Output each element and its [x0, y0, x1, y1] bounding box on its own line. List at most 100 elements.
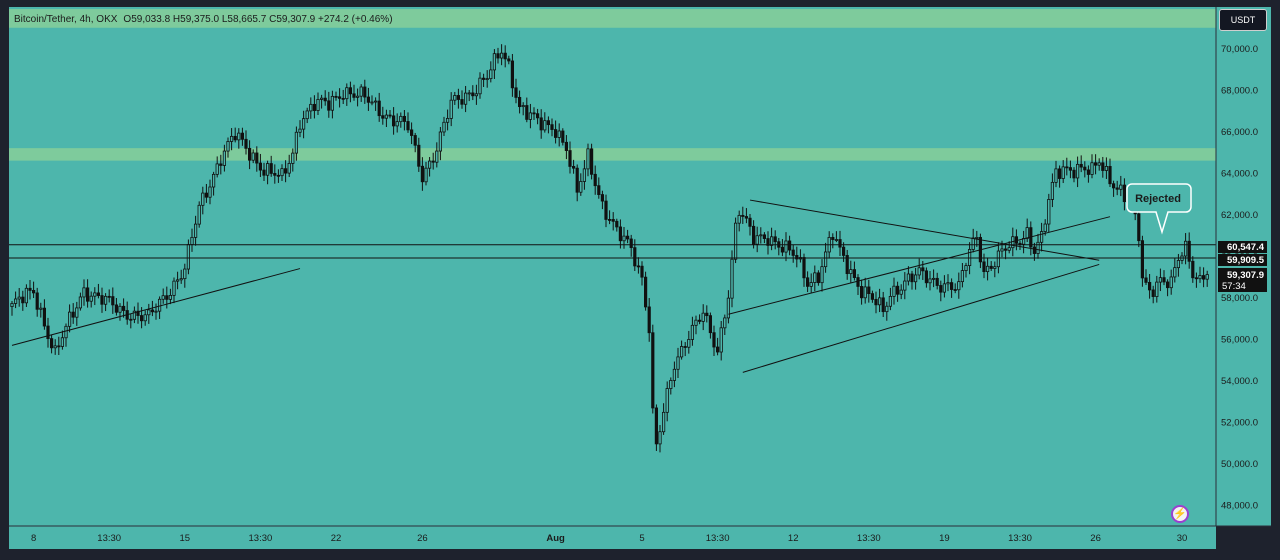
- currency-button[interactable]: USDT: [1219, 9, 1267, 31]
- price-axis[interactable]: [1216, 7, 1271, 526]
- price-tag-upper: 60,547.4: [1218, 241, 1267, 253]
- trendline-3[interactable]: [749, 199, 1100, 261]
- candle: [640, 261, 644, 286]
- candle: [13, 291, 18, 309]
- candle: [651, 324, 655, 414]
- chart-header: Bitcoin/Tether, 4h, OKX O59,033.8 H59,375…: [14, 14, 393, 25]
- candle: [147, 303, 151, 324]
- candle: [834, 231, 839, 243]
- candle: [795, 246, 799, 268]
- candle: [172, 277, 176, 304]
- candle: [604, 194, 608, 228]
- candle: [453, 91, 457, 105]
- trendline-1[interactable]: [728, 216, 1111, 315]
- candle: [301, 110, 306, 139]
- candle: [741, 206, 745, 224]
- candle: [676, 347, 680, 378]
- candle: [802, 253, 806, 287]
- rejected-callout[interactable]: Rejected: [1126, 183, 1192, 235]
- candle: [193, 215, 198, 246]
- candle: [942, 275, 947, 298]
- candle: [283, 160, 288, 183]
- candle: [363, 79, 367, 104]
- candle: [143, 310, 147, 326]
- candle: [752, 220, 756, 249]
- candle: [86, 279, 90, 308]
- candle: [21, 290, 25, 311]
- price-axis-label: 50,000.0: [1221, 459, 1258, 470]
- candle: [93, 287, 97, 306]
- candle: [337, 88, 342, 108]
- candle: [539, 109, 543, 139]
- candle: [856, 274, 860, 296]
- candle: [381, 106, 385, 125]
- candle: [1058, 165, 1062, 188]
- candle: [442, 116, 446, 137]
- candle: [863, 277, 867, 304]
- candle: [957, 272, 961, 299]
- candle: [1079, 155, 1083, 173]
- price-axis-label: 58,000.0: [1221, 293, 1258, 304]
- candle: [355, 88, 360, 107]
- last-price-tag: 59,307.9 57:34: [1218, 268, 1267, 292]
- candle: [1194, 272, 1198, 288]
- candle: [474, 84, 479, 105]
- candle: [672, 361, 677, 388]
- candle: [860, 279, 864, 305]
- time-axis-label: 12: [788, 533, 799, 544]
- candle: [1108, 158, 1112, 188]
- candle: [377, 92, 381, 122]
- candle: [438, 127, 443, 161]
- candle: [71, 303, 75, 324]
- candle: [481, 73, 486, 87]
- candle: [492, 49, 497, 79]
- candle: [467, 89, 471, 102]
- candle: [42, 299, 47, 330]
- trendline-0[interactable]: [11, 268, 301, 346]
- candle: [24, 284, 29, 307]
- candle: [399, 112, 403, 128]
- candle: [759, 227, 763, 244]
- candle: [445, 109, 450, 131]
- candle: [762, 232, 767, 244]
- time-axis-label: 19: [939, 533, 950, 544]
- candle: [849, 260, 853, 283]
- plot-area[interactable]: [9, 7, 1216, 526]
- resistance-zone-0: [9, 9, 1271, 28]
- candle: [550, 118, 554, 137]
- candle: [161, 288, 165, 304]
- candle: [564, 135, 569, 160]
- candle: [373, 97, 378, 111]
- price-axis-label: 56,000.0: [1221, 335, 1258, 346]
- candle: [226, 137, 230, 158]
- candle: [46, 317, 50, 348]
- candle: [1166, 279, 1170, 297]
- resistance-zone-1: [9, 148, 1271, 161]
- candle: [496, 47, 500, 64]
- candle: [219, 154, 223, 175]
- candle: [935, 272, 939, 290]
- candle: [708, 312, 713, 339]
- candle: [312, 95, 317, 119]
- candle: [53, 339, 57, 355]
- candle: [1097, 158, 1101, 171]
- lightning-icon[interactable]: ⚡: [1171, 505, 1189, 523]
- candle: [546, 116, 551, 134]
- candle: [456, 88, 461, 109]
- candle: [665, 381, 669, 422]
- candle: [611, 212, 615, 231]
- candle: [273, 164, 277, 184]
- candle: [265, 160, 270, 185]
- time-axis-label: 15: [180, 533, 191, 544]
- candle: [629, 234, 633, 257]
- time-axis[interactable]: [9, 526, 1216, 549]
- candle: [287, 154, 291, 178]
- candle: [258, 153, 263, 177]
- candle: [874, 291, 878, 314]
- candle: [334, 91, 338, 101]
- candle: [327, 91, 331, 118]
- candle: [406, 112, 410, 133]
- trendline-2[interactable]: [742, 263, 1100, 373]
- candle: [64, 323, 68, 347]
